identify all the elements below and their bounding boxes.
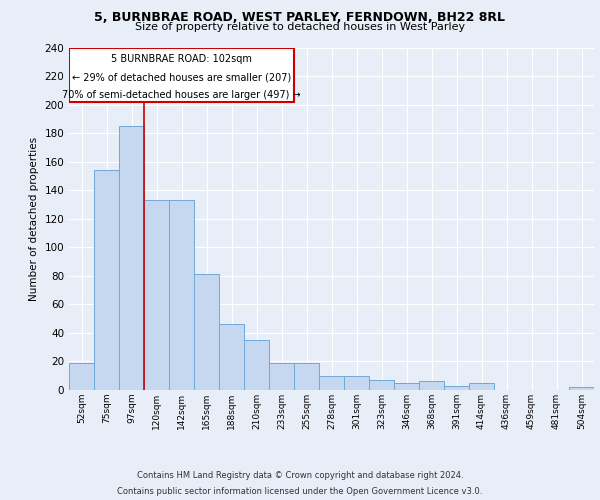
Bar: [219, 324, 244, 390]
Y-axis label: Number of detached properties: Number of detached properties: [29, 136, 39, 301]
Text: ← 29% of detached houses are smaller (207): ← 29% of detached houses are smaller (20…: [72, 72, 291, 83]
Text: 5, BURNBRAE ROAD, WEST PARLEY, FERNDOWN, BH22 8RL: 5, BURNBRAE ROAD, WEST PARLEY, FERNDOWN,…: [95, 11, 505, 24]
Bar: [569, 387, 594, 390]
Text: Contains public sector information licensed under the Open Government Licence v3: Contains public sector information licen…: [118, 486, 482, 496]
Bar: [169, 200, 194, 390]
Bar: [294, 363, 319, 390]
Bar: [344, 376, 369, 390]
Bar: [469, 383, 494, 390]
Bar: [69, 363, 94, 390]
Bar: [269, 363, 294, 390]
Text: 5 BURNBRAE ROAD: 102sqm: 5 BURNBRAE ROAD: 102sqm: [111, 54, 252, 64]
Bar: [94, 170, 119, 390]
Text: Contains HM Land Registry data © Crown copyright and database right 2024.: Contains HM Land Registry data © Crown c…: [137, 472, 463, 480]
Bar: [419, 382, 444, 390]
Bar: [194, 274, 219, 390]
Text: Size of property relative to detached houses in West Parley: Size of property relative to detached ho…: [135, 22, 465, 32]
Bar: [444, 386, 469, 390]
Bar: [369, 380, 394, 390]
Text: 70% of semi-detached houses are larger (497) →: 70% of semi-detached houses are larger (…: [62, 90, 301, 100]
Bar: [319, 376, 344, 390]
Bar: [394, 383, 419, 390]
Bar: [144, 200, 169, 390]
Bar: [244, 340, 269, 390]
FancyBboxPatch shape: [69, 48, 294, 102]
Bar: [119, 126, 144, 390]
